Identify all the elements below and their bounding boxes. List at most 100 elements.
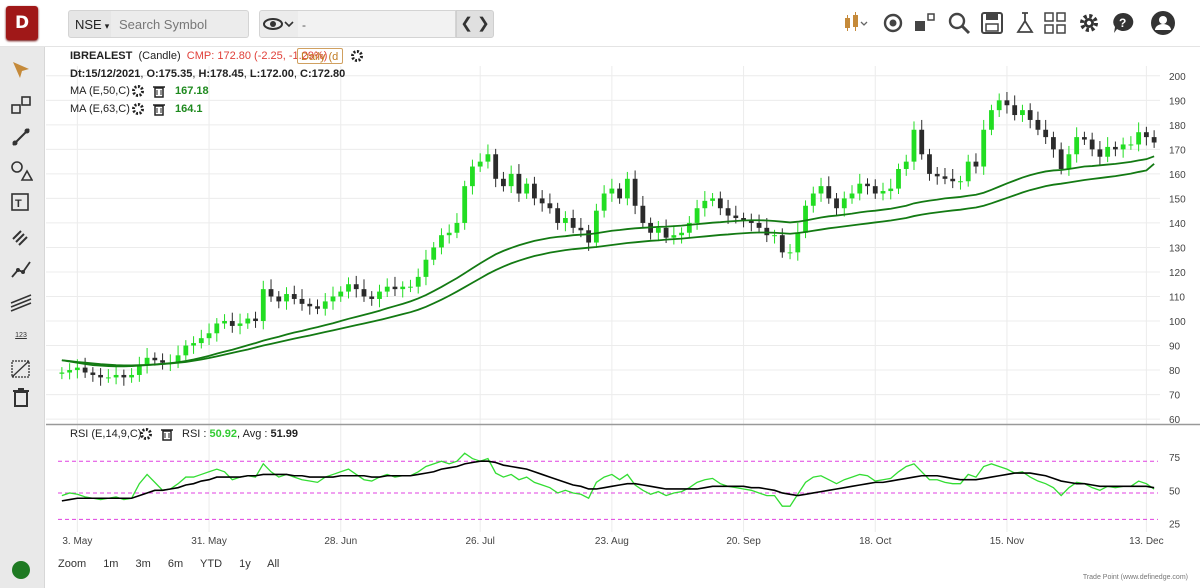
candle-body [74,367,80,371]
candle-body [795,232,801,253]
navigation-field[interactable]: - [298,10,456,38]
chevron-left-icon[interactable]: ❮ [460,15,473,32]
help-icon[interactable]: ? [1110,10,1136,36]
rsi-axis-ticks: 25 50 75 [1169,453,1181,530]
candle-body [965,161,971,182]
scanner-icon[interactable] [946,10,972,36]
zoom-3m[interactable]: 3m [135,558,151,570]
candle-body [1151,137,1157,143]
ma-lines [61,155,1155,368]
zoom-label: Zoom [58,558,87,570]
candle-body [322,301,328,309]
candle-body [315,306,320,309]
measure-icon[interactable] [9,357,33,381]
cmp-value: CMP: 172.80 (-2.25, -1.29%) [186,50,328,62]
price-tick-label: 160 [1169,170,1186,181]
zoom-ytd[interactable]: YTD [200,558,223,570]
ma2-delete-icon[interactable] [152,102,166,116]
grid-icon[interactable] [1042,10,1068,36]
ma1-settings-icon[interactable] [131,84,145,98]
candle-body [237,323,243,326]
ma2-value: 164.1 [175,103,203,115]
app-logo[interactable]: D [6,6,38,40]
number-tool-icon[interactable]: 123 [9,327,33,351]
save-icon[interactable] [979,10,1005,36]
shapes-icon[interactable] [9,159,33,183]
candle-body [756,222,762,228]
rsi-delete-icon[interactable] [160,427,174,441]
candle-body [779,235,785,253]
candle-body [989,110,994,130]
candle-body [431,247,437,260]
candle-body [570,218,576,228]
candle-body [307,303,313,307]
candle-body [1136,132,1142,145]
timeframe-select[interactable]: Daily (d [297,48,343,64]
exchange-select[interactable]: NSE ▾ [68,10,112,38]
candle-body [1143,132,1149,138]
candle-body [1128,144,1134,146]
candle-body [1035,119,1041,130]
ohlc-open: O:175.35 [146,68,193,80]
channel-icon[interactable] [9,291,33,315]
symbol-name: IBREALEST [70,50,133,62]
candle-body [299,298,305,304]
ma1-delete-icon[interactable] [152,84,166,98]
candle-body [136,365,142,375]
navigation-value: - [302,18,306,32]
ma1-label: MA (E,50,C) [70,85,130,97]
rsi-text: RSI : [182,428,207,440]
delete-icon[interactable] [9,385,33,409]
zoom-1m[interactable]: 1m [103,558,119,570]
watch-selector-button[interactable] [259,10,299,38]
rsi-bands [58,460,1158,520]
zoom-1y[interactable]: 1y [239,558,251,570]
text-tool-icon[interactable]: T [9,191,33,215]
price-tick-label: 70 [1169,391,1181,402]
candle-body [562,218,568,223]
candle-body [717,198,723,209]
price-tick-label: 200 [1169,72,1186,83]
svg-text:T: T [15,198,22,210]
candle-body [787,252,793,254]
candle-body [408,286,413,288]
layout-icon[interactable] [912,10,938,36]
rectangle-icon[interactable] [9,93,33,117]
search-input[interactable]: Search Symbol [111,10,249,38]
lab-icon[interactable] [1012,10,1038,36]
user-icon[interactable] [1150,10,1176,36]
candle-body [934,173,940,177]
avg-value: 51.99 [270,428,299,440]
connection-status-indicator [12,561,30,579]
ma1-value: 167.18 [175,85,209,97]
ma2-settings-icon[interactable] [131,102,145,116]
settings-icon[interactable] [1076,10,1102,36]
trendline-icon[interactable] [9,125,33,149]
chart-grid [46,66,1160,532]
candle-body [470,166,475,187]
candle-body [872,186,878,194]
candle-body [152,357,158,361]
chart-settings-icon[interactable] [350,49,364,63]
candle-body [927,154,932,174]
rsi-settings-icon[interactable] [139,427,153,441]
candle-body [942,176,948,179]
candle-body [330,296,336,302]
prev-next-buttons[interactable]: ❮ ❯ [456,10,494,38]
candle-body [105,377,111,379]
snapshot-icon[interactable] [880,10,906,36]
candle-body [1012,105,1018,116]
chevron-right-icon[interactable]: ❯ [477,15,490,32]
cursor-icon[interactable] [9,59,33,83]
fib-icon[interactable] [9,225,33,249]
path-icon[interactable] [9,257,33,281]
zoom-all[interactable]: All [267,558,280,570]
candlestick-type-icon[interactable] [842,10,868,36]
zoom-6m[interactable]: 6m [167,558,184,570]
candle-body [624,178,630,199]
candle-body [268,289,274,297]
candle-body [950,178,956,182]
candle-body [67,370,73,373]
time-tick-label: 3. May [62,536,92,547]
candle-body [733,215,739,219]
